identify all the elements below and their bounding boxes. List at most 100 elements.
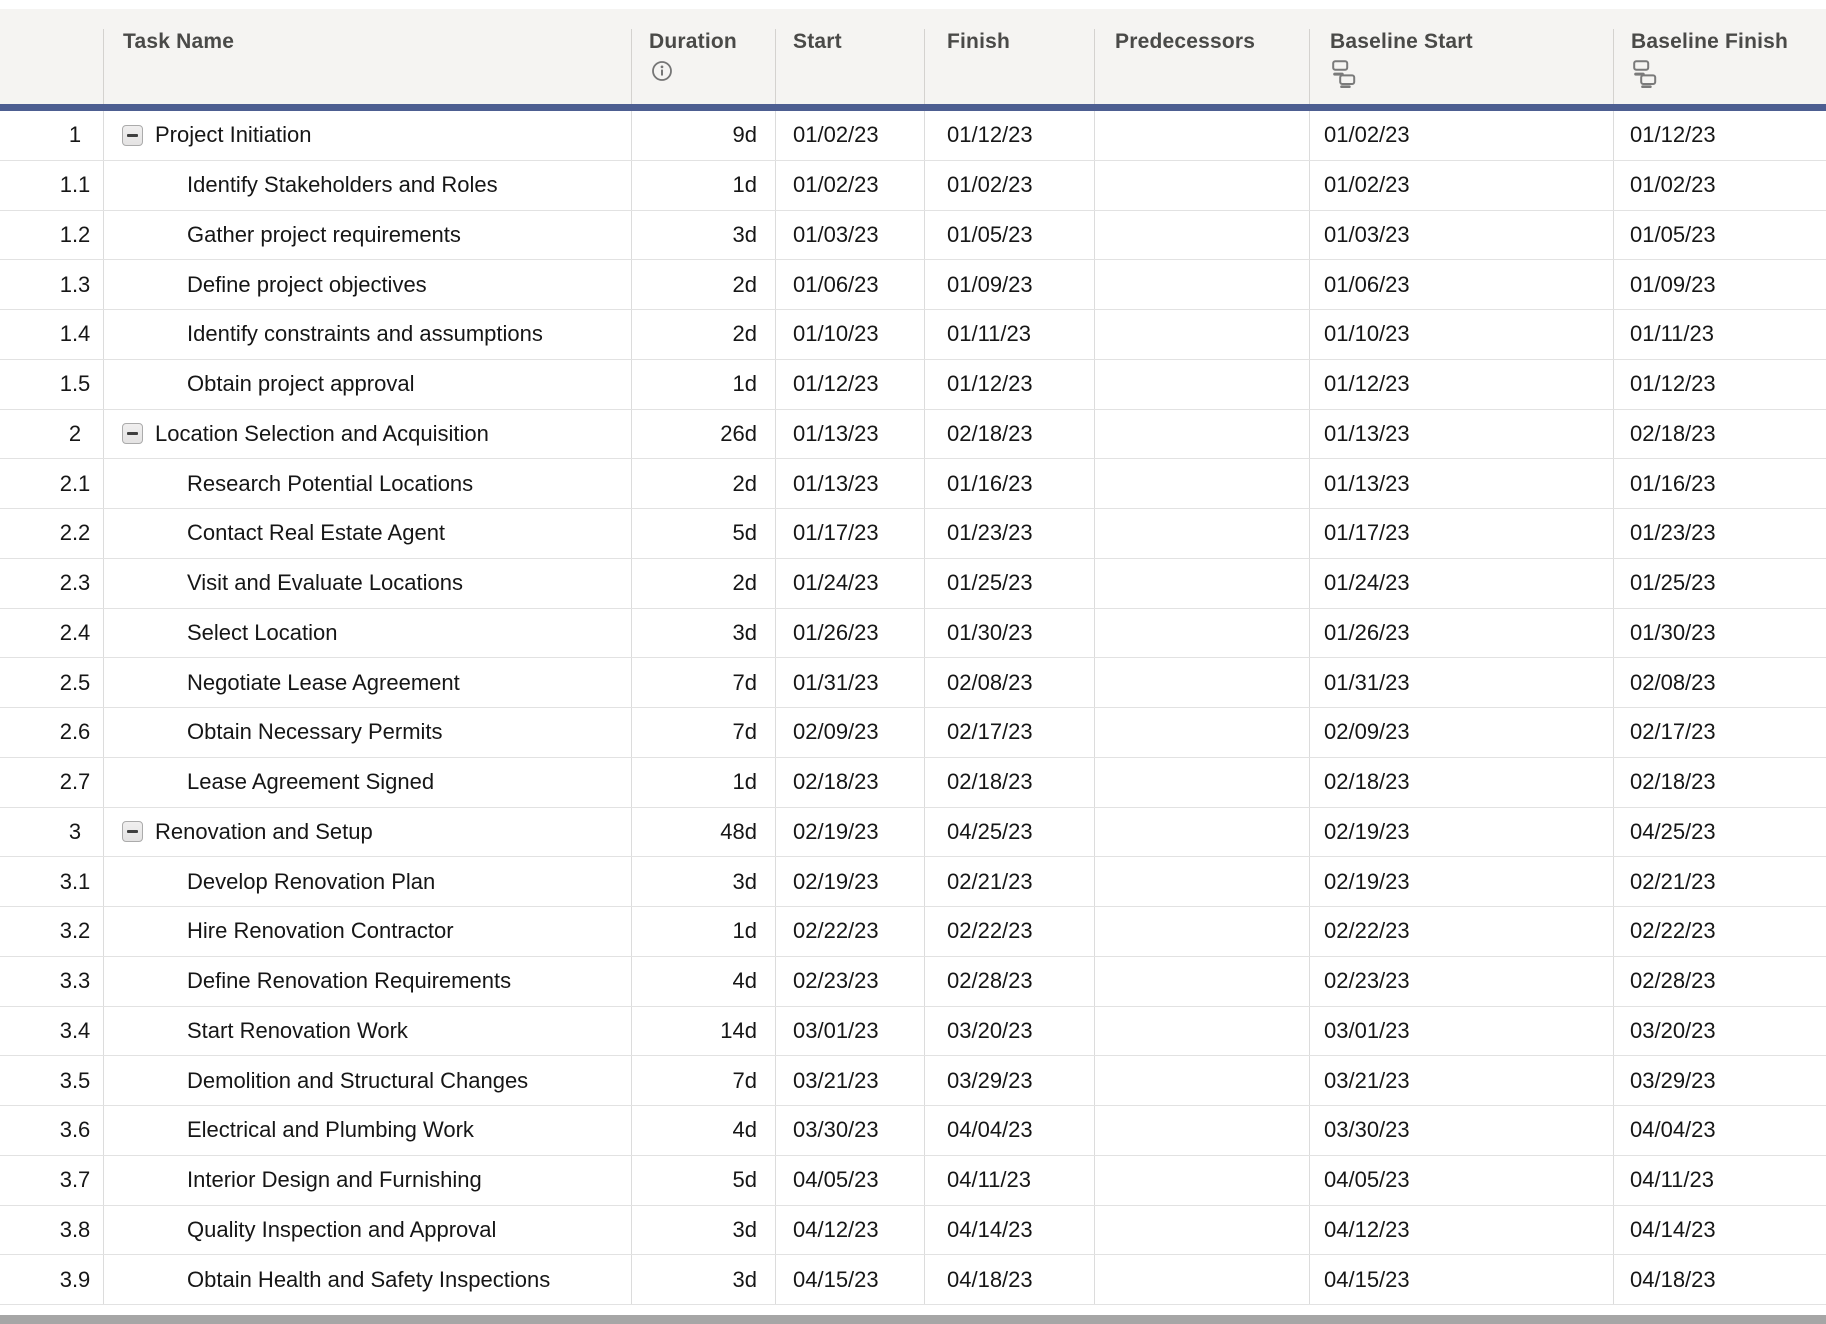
- task-name-cell[interactable]: Define project objectives: [104, 260, 632, 309]
- task-name-cell[interactable]: Visit and Evaluate Locations: [104, 558, 632, 608]
- predecessors-cell[interactable]: [1095, 111, 1310, 160]
- baseline-start-cell[interactable]: 01/13/23: [1310, 409, 1614, 459]
- predecessors-cell[interactable]: [1095, 658, 1310, 707]
- start-date-cell[interactable]: 01/13/23: [776, 459, 925, 508]
- baseline-start-cell[interactable]: 02/23/23: [1310, 956, 1614, 1006]
- row-number-cell[interactable]: 2.4: [0, 608, 104, 658]
- start-date-cell[interactable]: 02/19/23: [776, 857, 925, 906]
- task-name-cell[interactable]: Electrical and Plumbing Work: [104, 1106, 632, 1155]
- finish-date-cell[interactable]: 01/23/23: [925, 509, 1095, 558]
- baseline-finish-cell[interactable]: 02/08/23: [1630, 669, 1716, 695]
- baseline-start-cell[interactable]: 01/24/23: [1310, 558, 1614, 608]
- predecessors-cell[interactable]: [1095, 1106, 1310, 1155]
- start-date-cell[interactable]: 02/22/23: [776, 907, 925, 956]
- baseline-start-cell[interactable]: 01/31/23: [1310, 658, 1614, 707]
- predecessors-cell[interactable]: [1095, 708, 1310, 757]
- header-finish[interactable]: Finish: [925, 9, 1095, 104]
- start-date-cell[interactable]: 02/18/23: [776, 757, 925, 807]
- row-number-cell[interactable]: 2.3: [0, 558, 104, 608]
- task-name-cell[interactable]: Negotiate Lease Agreement: [104, 658, 632, 707]
- baseline-start-cell[interactable]: 03/21/23: [1310, 1056, 1614, 1105]
- duration-cell[interactable]: 5d: [632, 1155, 776, 1205]
- baseline-start-cell[interactable]: 01/10/23: [1310, 310, 1614, 359]
- task-name-cell[interactable]: Develop Renovation Plan: [104, 857, 632, 906]
- baseline-finish-cell[interactable]: 04/04/23: [1630, 1117, 1716, 1143]
- row-number-cell[interactable]: 2.1: [0, 459, 104, 508]
- start-date-cell[interactable]: 02/19/23: [776, 807, 925, 857]
- baseline-finish-cell[interactable]: 04/11/23: [1630, 1167, 1715, 1193]
- finish-date-cell[interactable]: 01/05/23: [925, 210, 1095, 260]
- predecessors-cell[interactable]: [1095, 310, 1310, 359]
- baseline-start-cell[interactable]: 01/13/23: [1310, 459, 1614, 508]
- baseline-start-cell[interactable]: 01/06/23: [1310, 260, 1614, 309]
- baseline-finish-cell[interactable]: 02/22/23: [1630, 918, 1716, 944]
- row-number-cell[interactable]: 3: [0, 807, 104, 857]
- baseline-finish-cell[interactable]: 02/28/23: [1630, 968, 1716, 994]
- duration-cell[interactable]: 7d: [632, 658, 776, 707]
- row-number-cell[interactable]: 3.7: [0, 1155, 104, 1205]
- predecessors-cell[interactable]: [1095, 558, 1310, 608]
- baseline-finish-cell[interactable]: 04/14/23: [1630, 1216, 1716, 1242]
- baseline-start-cell[interactable]: 03/30/23: [1310, 1106, 1614, 1155]
- finish-date-cell[interactable]: 01/12/23: [925, 111, 1095, 160]
- duration-cell[interactable]: 2d: [632, 459, 776, 508]
- start-date-cell[interactable]: 02/23/23: [776, 956, 925, 1006]
- row-number-cell[interactable]: 1.1: [0, 160, 104, 210]
- baseline-finish-cell[interactable]: 01/12/23: [1630, 371, 1716, 397]
- task-name-cell[interactable]: Project Initiation: [104, 111, 632, 160]
- start-date-cell[interactable]: 01/12/23: [776, 359, 925, 409]
- start-date-cell[interactable]: 01/03/23: [776, 210, 925, 260]
- baseline-finish-cell[interactable]: 02/18/23: [1630, 420, 1716, 446]
- task-name-cell[interactable]: Identify constraints and assumptions: [104, 310, 632, 359]
- row-number-cell[interactable]: 3.1: [0, 857, 104, 906]
- task-name-cell[interactable]: Obtain Necessary Permits: [104, 708, 632, 757]
- baseline-start-cell[interactable]: 01/02/23: [1310, 160, 1614, 210]
- baseline-finish-cell[interactable]: 01/23/23: [1630, 520, 1716, 546]
- row-number-cell[interactable]: 1: [0, 111, 104, 160]
- start-date-cell[interactable]: 01/06/23: [776, 260, 925, 309]
- row-number-cell[interactable]: 1.3: [0, 260, 104, 309]
- start-date-cell[interactable]: 04/05/23: [776, 1155, 925, 1205]
- finish-date-cell[interactable]: 02/22/23: [925, 907, 1095, 956]
- row-number-cell[interactable]: 3.5: [0, 1056, 104, 1105]
- duration-cell[interactable]: 3d: [632, 1255, 776, 1304]
- finish-date-cell[interactable]: 02/17/23: [925, 708, 1095, 757]
- predecessors-cell[interactable]: [1095, 1255, 1310, 1304]
- finish-date-cell[interactable]: 01/02/23: [925, 160, 1095, 210]
- finish-date-cell[interactable]: 01/25/23: [925, 558, 1095, 608]
- row-number-cell[interactable]: 2.7: [0, 757, 104, 807]
- task-name-cell[interactable]: Research Potential Locations: [104, 459, 632, 508]
- finish-date-cell[interactable]: 04/18/23: [925, 1255, 1095, 1304]
- finish-date-cell[interactable]: 02/28/23: [925, 956, 1095, 1006]
- duration-cell[interactable]: 5d: [632, 509, 776, 558]
- start-date-cell[interactable]: 03/21/23: [776, 1056, 925, 1105]
- baseline-start-cell[interactable]: 04/15/23: [1310, 1255, 1614, 1304]
- start-date-cell[interactable]: 01/02/23: [776, 111, 925, 160]
- baseline-finish-cell[interactable]: 04/18/23: [1630, 1266, 1716, 1292]
- baseline-finish-cell[interactable]: 01/11/23: [1630, 321, 1715, 347]
- collapse-button[interactable]: [122, 821, 143, 843]
- row-number-cell[interactable]: 1.4: [0, 310, 104, 359]
- baseline-finish-cell[interactable]: 04/25/23: [1630, 818, 1716, 844]
- start-date-cell[interactable]: 01/24/23: [776, 558, 925, 608]
- info-icon[interactable]: [651, 60, 673, 82]
- baseline-finish-cell[interactable]: 02/21/23: [1630, 868, 1716, 894]
- finish-date-cell[interactable]: 04/25/23: [925, 807, 1095, 857]
- baseline-finish-cell[interactable]: 01/12/23: [1630, 122, 1716, 148]
- baseline-finish-cell[interactable]: 02/17/23: [1630, 719, 1716, 745]
- baseline-finish-cell[interactable]: 03/29/23: [1630, 1067, 1716, 1093]
- start-date-cell[interactable]: 01/02/23: [776, 160, 925, 210]
- baseline-finish-cell[interactable]: 01/02/23: [1630, 172, 1716, 198]
- duration-cell[interactable]: 7d: [632, 1056, 776, 1105]
- baseline-start-cell[interactable]: 02/22/23: [1310, 907, 1614, 956]
- baseline-start-cell[interactable]: 01/02/23: [1310, 111, 1614, 160]
- finish-date-cell[interactable]: 04/04/23: [925, 1106, 1095, 1155]
- predecessors-cell[interactable]: [1095, 608, 1310, 658]
- row-number-cell[interactable]: 2.5: [0, 658, 104, 707]
- start-date-cell[interactable]: 01/10/23: [776, 310, 925, 359]
- duration-cell[interactable]: 3d: [632, 210, 776, 260]
- baseline-finish-cell[interactable]: 01/09/23: [1630, 271, 1716, 297]
- baseline-start-cell[interactable]: 01/26/23: [1310, 608, 1614, 658]
- duration-cell[interactable]: 7d: [632, 708, 776, 757]
- task-name-cell[interactable]: Lease Agreement Signed: [104, 757, 632, 807]
